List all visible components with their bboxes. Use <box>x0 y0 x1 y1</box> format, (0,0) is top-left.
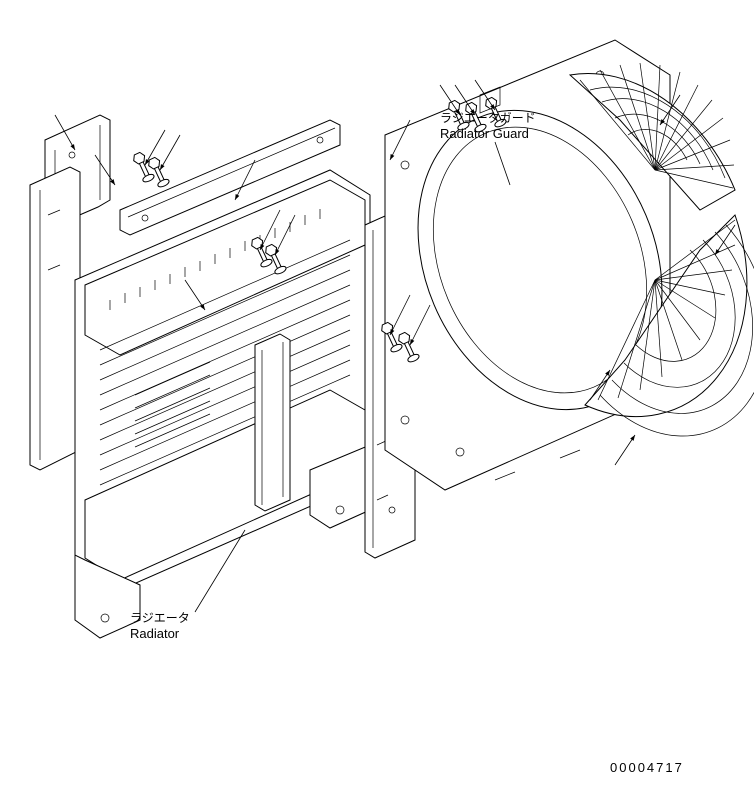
radiator-guard-label-en: Radiator Guard <box>440 126 529 141</box>
drawing-number: 00004717 <box>610 760 684 775</box>
side-plate-left <box>30 167 80 470</box>
radiator-label-en: Radiator <box>130 626 180 641</box>
radiator-guard-label-jp: ラジエータガード <box>440 111 536 125</box>
radiator-label-jp: ラジエータ <box>130 611 190 625</box>
technical-diagram: ラジエータ Radiator ラジエータガード Radiator Guard 0… <box>0 0 754 802</box>
radiator-assembly <box>75 170 370 638</box>
